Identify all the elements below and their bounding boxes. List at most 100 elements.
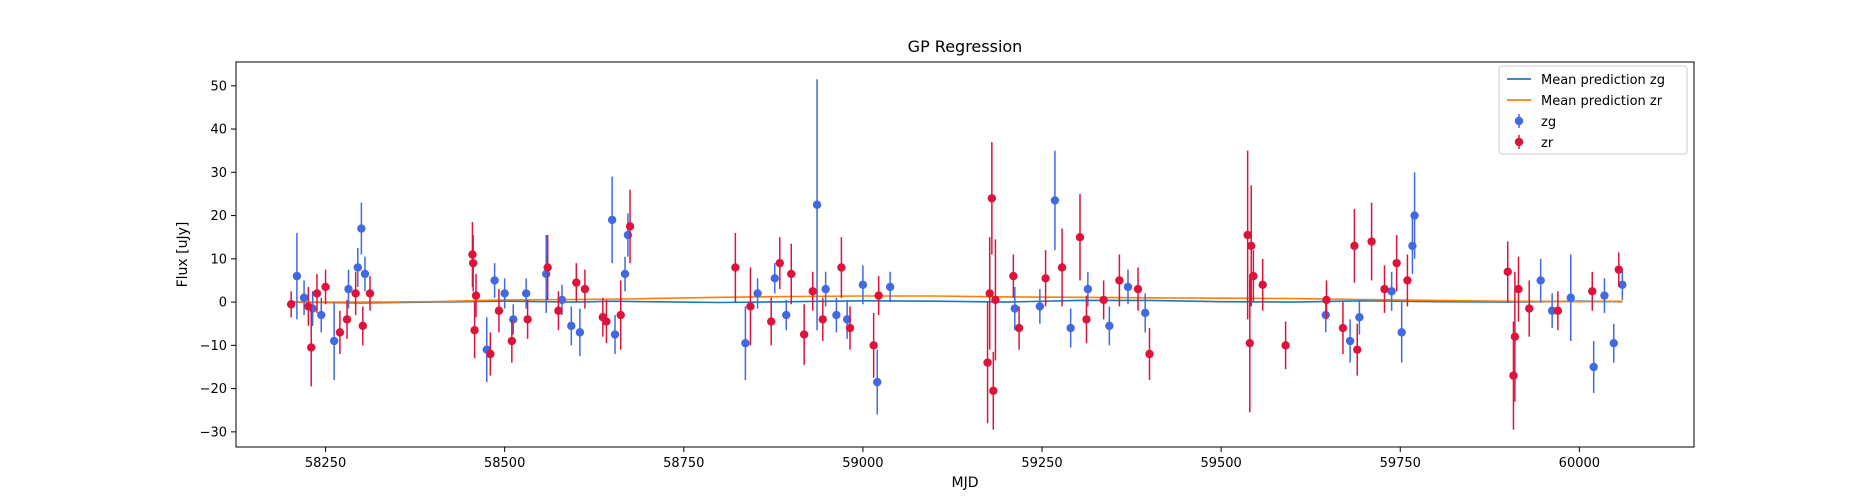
- y-tick-label: 50: [210, 79, 227, 94]
- data-point-zg: [575, 328, 585, 337]
- data-point-zg: [1345, 336, 1355, 346]
- x-tick-label: 60000: [1559, 456, 1600, 471]
- data-point-zr: [307, 343, 316, 352]
- data-point-zr: [1553, 306, 1563, 315]
- data-point-zr: [874, 291, 883, 300]
- data-point-zr: [1075, 232, 1085, 242]
- data-point-zg: [1408, 241, 1417, 251]
- y-tick-label: 10: [210, 252, 227, 267]
- data-point-zr: [1380, 284, 1389, 294]
- data-point-zg: [1410, 211, 1419, 220]
- data-point-zr: [808, 287, 817, 296]
- axes: 58250 58500 58750 59000 59250 59500 59750 60000…: [200, 61, 1695, 471]
- data-point-zg: [521, 289, 531, 298]
- x-tick-label: 58250: [305, 456, 346, 471]
- data-point-zg: [1387, 287, 1396, 296]
- data-point-zr: [1525, 304, 1534, 313]
- data-point-zr: [1014, 323, 1024, 333]
- data-point-zr: [787, 269, 796, 279]
- data-point-zr: [746, 302, 755, 311]
- series-line-mean-prediction-zg: [289, 299, 1623, 304]
- legend-label-zr: zr: [1541, 136, 1554, 151]
- x-tick-label: 59750: [1380, 456, 1421, 471]
- data-point-zr: [543, 263, 552, 272]
- data-point-zg: [1123, 282, 1133, 292]
- data-point-zg: [1355, 313, 1364, 322]
- data-point-zr: [1099, 295, 1108, 305]
- data-point-zr: [1588, 287, 1597, 296]
- data-point-zg: [842, 315, 852, 324]
- y-tick-label: 40: [210, 123, 227, 138]
- data-point-zr: [987, 194, 997, 203]
- data-point-zg: [1600, 291, 1609, 300]
- data-point-zr: [616, 310, 625, 320]
- data-point-zg: [1566, 293, 1575, 302]
- data-point-zg: [1609, 338, 1618, 348]
- data-point-zr: [799, 330, 809, 339]
- x-axis-label: MJD: [952, 475, 979, 491]
- data-point-zg: [1050, 196, 1060, 205]
- data-point-zr: [1281, 341, 1290, 350]
- data-point-zr: [1082, 315, 1091, 324]
- data-point-zg: [873, 377, 882, 387]
- data-point-zr: [494, 306, 504, 315]
- data-point-zr: [1245, 338, 1254, 348]
- x-tick-label: 59250: [1021, 456, 1062, 471]
- data-point-zr: [1258, 280, 1267, 289]
- data-point-zr: [342, 315, 352, 324]
- data-point-zr: [1392, 258, 1401, 268]
- data-point-zr: [351, 289, 360, 298]
- data-point-zr: [507, 336, 517, 346]
- data-point-zg: [1010, 304, 1019, 313]
- data-point-zg: [1397, 328, 1406, 337]
- data-point-zg: [509, 315, 518, 324]
- data-point-zg: [344, 284, 353, 294]
- data-point-zr: [602, 317, 611, 326]
- data-point-zg: [770, 274, 779, 283]
- y-tick-label: −30: [200, 425, 227, 440]
- data-point-zr: [1322, 295, 1331, 305]
- data-point-zg: [353, 263, 362, 272]
- plot-frame: [235, 61, 1695, 448]
- data-point-zr: [1367, 237, 1376, 246]
- data-point-zr: [335, 328, 345, 337]
- data-point-zr: [321, 282, 330, 292]
- data-point-zr: [775, 258, 784, 268]
- data-point-zr: [1133, 284, 1143, 294]
- legend-label-mean-prediction-zr: Mean prediction zr: [1541, 94, 1663, 109]
- data-point-zr: [580, 284, 590, 294]
- data-point-zg: [620, 269, 630, 279]
- data-point-zg: [885, 282, 895, 292]
- data-point-zr: [1509, 371, 1518, 380]
- data-point-zr: [468, 258, 478, 268]
- legend: Mean prediction zg Mean prediction zr zg zr: [1498, 65, 1688, 155]
- legend-label-mean-prediction-zg: Mean prediction zg: [1541, 73, 1665, 88]
- data-point-zr: [766, 317, 776, 326]
- data-point-zr: [1338, 323, 1348, 333]
- data-point-zr: [1243, 230, 1252, 240]
- data-point-zr: [286, 300, 296, 309]
- data-point-zr: [1403, 276, 1412, 285]
- data-point-zg: [1618, 280, 1627, 289]
- data-point-zg: [299, 293, 309, 302]
- data-point-zg: [1536, 276, 1545, 285]
- data-point-zr: [985, 289, 994, 298]
- data-point-zr: [470, 326, 479, 335]
- legend-box: [1498, 65, 1688, 155]
- data-point-zr: [1514, 284, 1523, 294]
- x-tick-label: 58750: [663, 456, 704, 471]
- data-point-zg: [623, 230, 633, 240]
- data-point-zg: [782, 310, 791, 320]
- data-point-zg: [500, 289, 509, 298]
- data-point-zg: [812, 200, 822, 209]
- data-point-zr: [1145, 349, 1154, 359]
- data-point-zr: [845, 323, 855, 333]
- y-axis-label: Flux [uJy]: [175, 222, 191, 288]
- data-point-zr: [523, 315, 532, 324]
- chart-title: GP Regression: [908, 37, 1023, 56]
- data-point-zg: [1140, 308, 1150, 318]
- data-point-zg: [292, 271, 302, 281]
- data-point-zr: [983, 358, 992, 367]
